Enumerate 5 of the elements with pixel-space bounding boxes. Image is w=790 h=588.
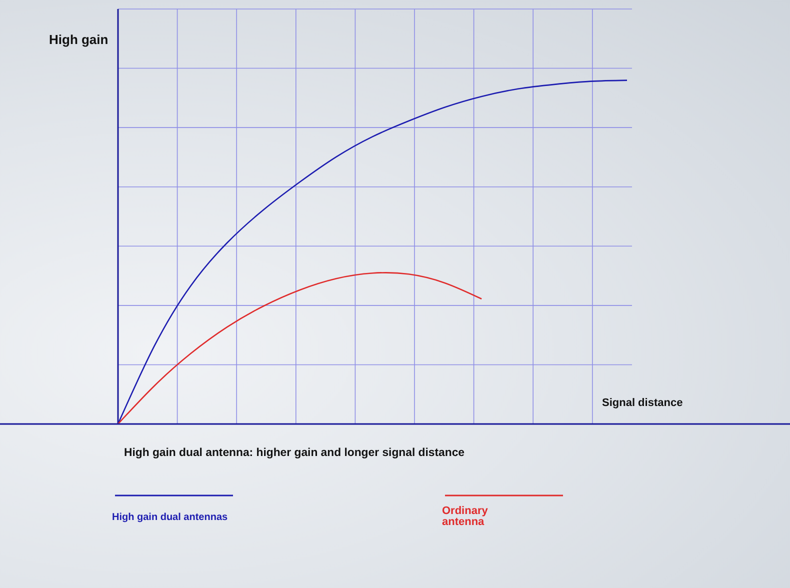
y-axis-title: High gain bbox=[49, 32, 108, 47]
x-axis-title: Signal distance bbox=[602, 397, 683, 409]
text: High gain dual antennas bbox=[112, 512, 229, 523]
text: High gain dual antenna: higher gain and longer signal distance bbox=[124, 447, 464, 459]
text: Ordinary antenna bbox=[442, 505, 489, 528]
